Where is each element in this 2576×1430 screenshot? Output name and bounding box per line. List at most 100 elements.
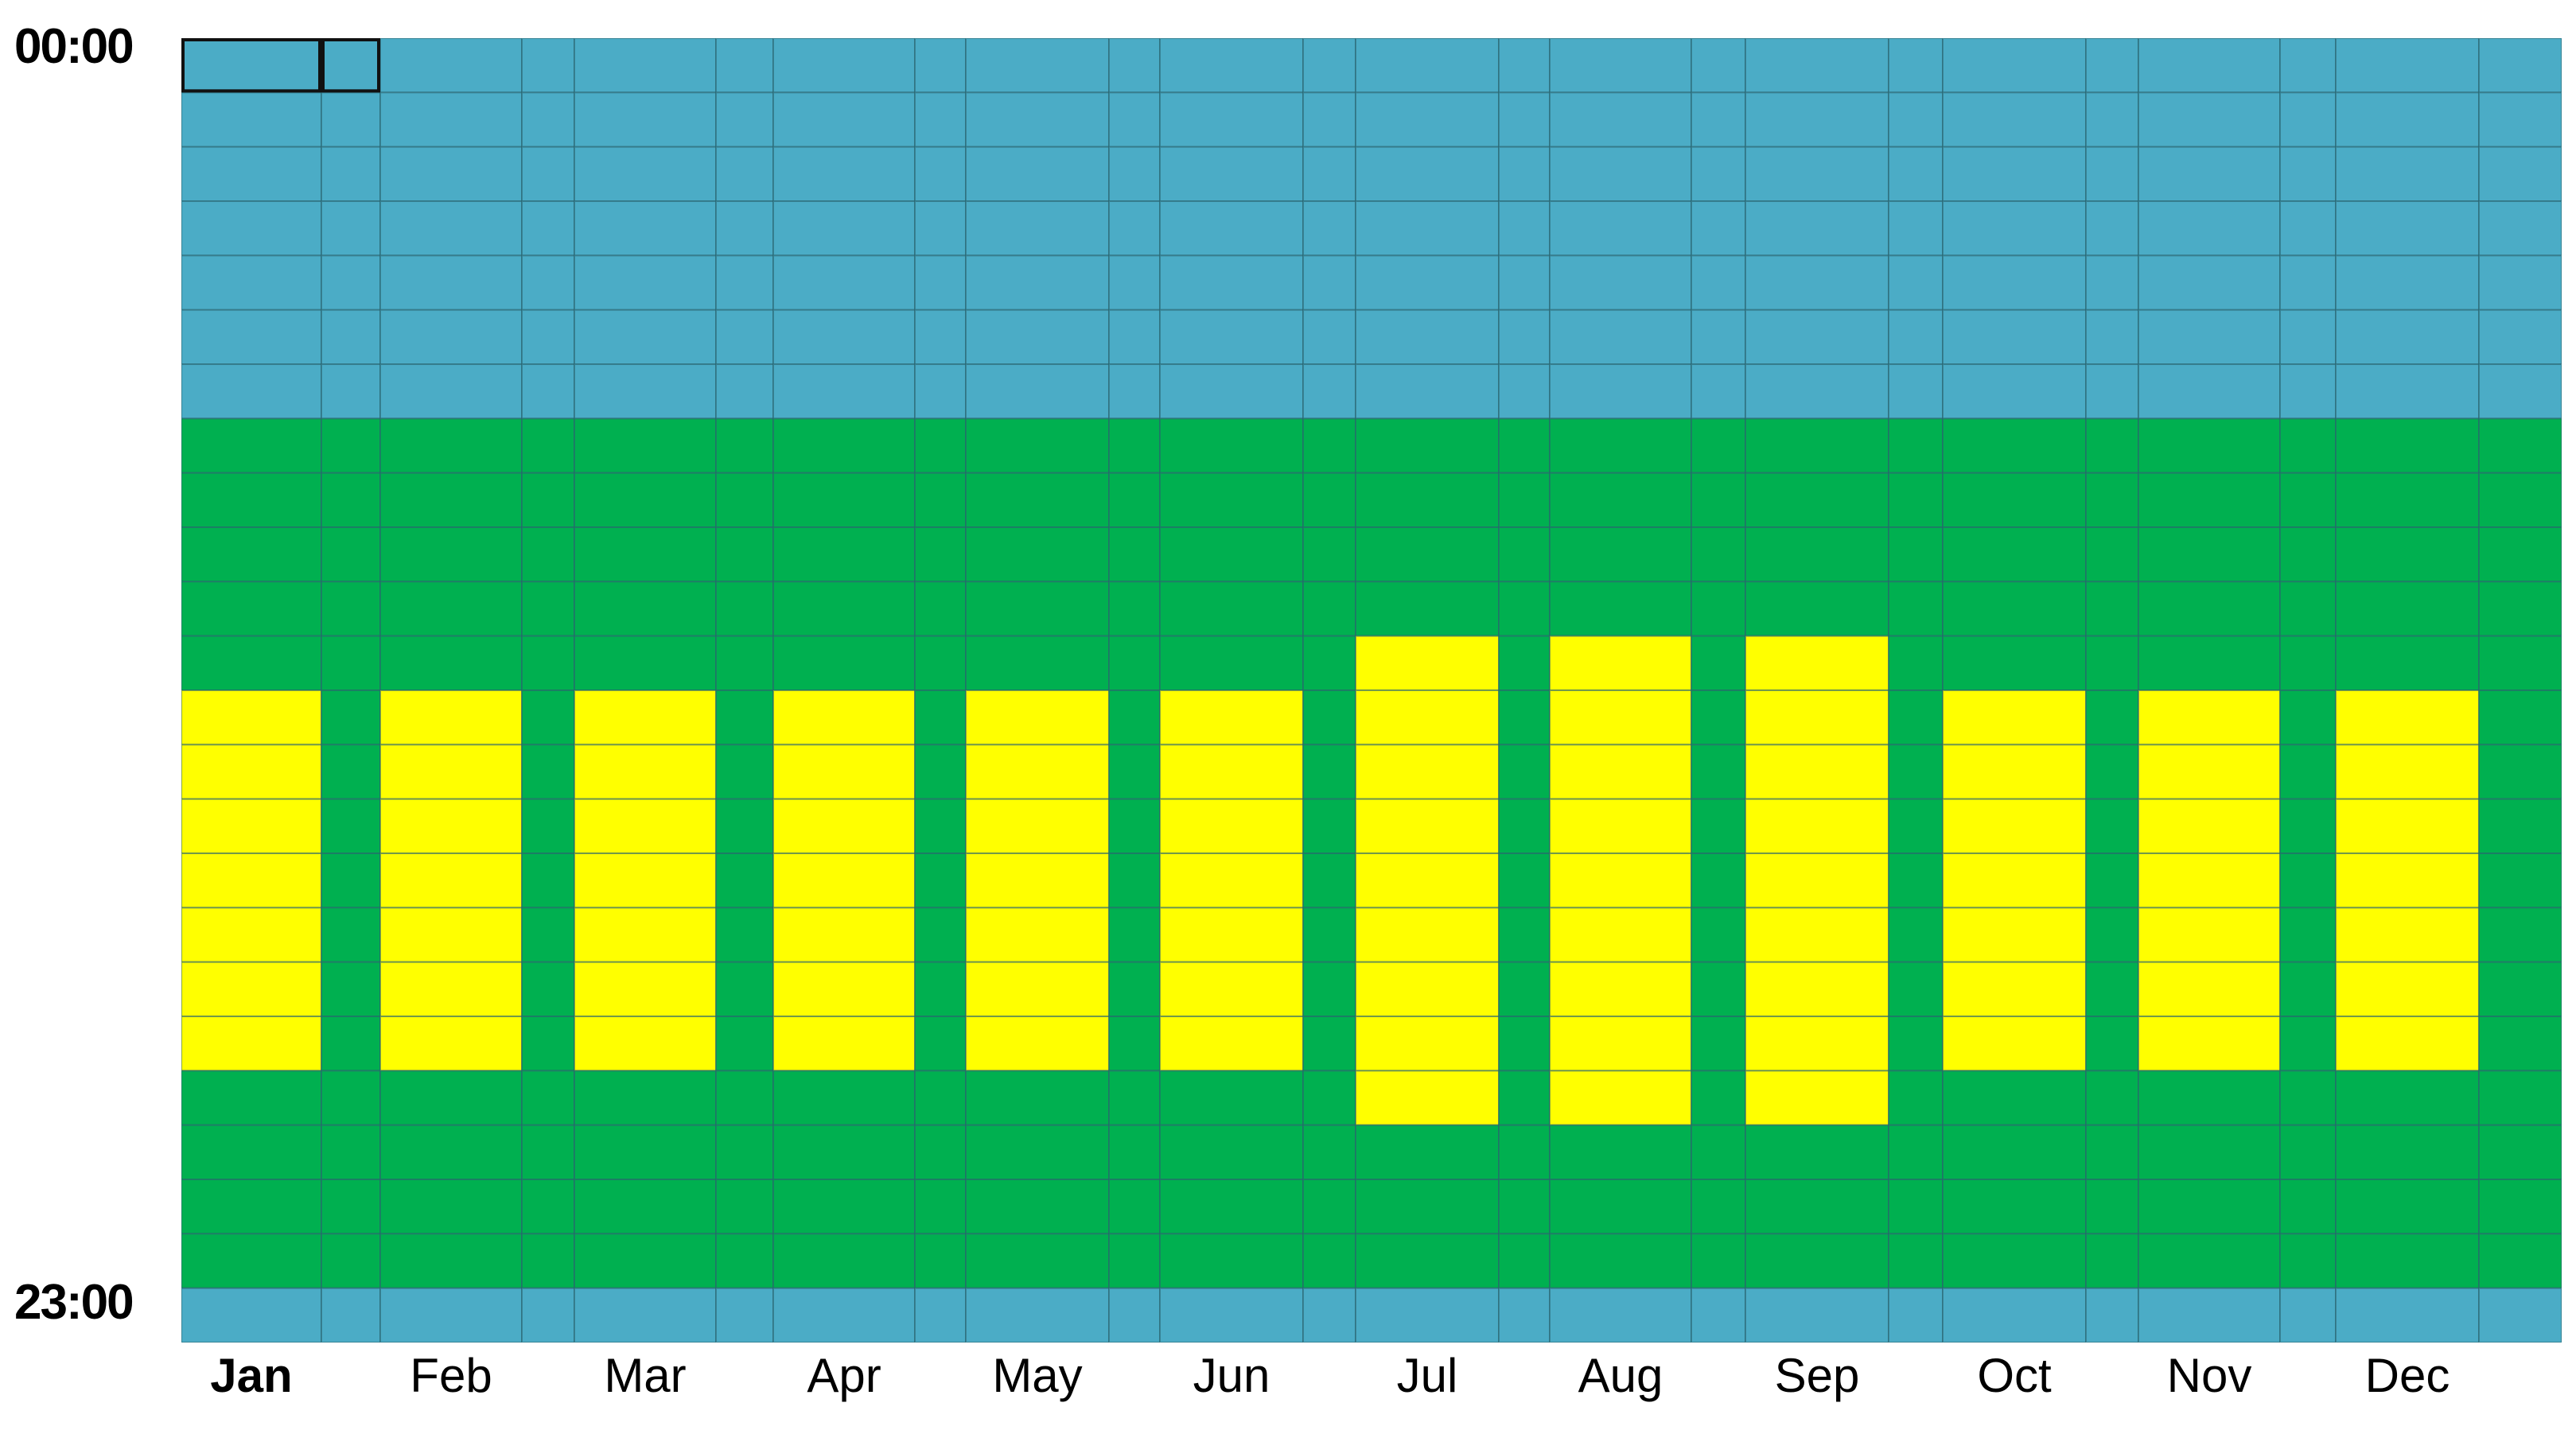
schedule-cell-offpeak[interactable] — [965, 1287, 1110, 1343]
schedule-cell-shoulder[interactable] — [1108, 1070, 1161, 1126]
schedule-cell-peak[interactable] — [2138, 798, 2281, 855]
schedule-cell-shoulder[interactable] — [521, 961, 575, 1017]
schedule-cell-offpeak[interactable] — [1498, 309, 1551, 365]
schedule-cell-offpeak[interactable] — [914, 146, 967, 203]
schedule-cell-peak[interactable] — [772, 1016, 916, 1072]
schedule-cell-shoulder[interactable] — [2085, 1016, 2139, 1072]
schedule-cell-shoulder[interactable] — [1942, 635, 2087, 692]
schedule-cell-offpeak[interactable] — [521, 200, 575, 257]
schedule-cell-peak[interactable] — [2335, 690, 2480, 746]
schedule-cell-shoulder[interactable] — [965, 581, 1110, 637]
schedule-cell-peak[interactable] — [1745, 690, 1889, 746]
schedule-cell-shoulder[interactable] — [321, 581, 381, 637]
schedule-cell-offpeak[interactable] — [1691, 91, 1746, 148]
schedule-cell-shoulder[interactable] — [2085, 798, 2139, 855]
schedule-cell-offpeak[interactable] — [1549, 309, 1692, 365]
schedule-cell-offpeak[interactable] — [914, 309, 967, 365]
schedule-cell-peak[interactable] — [1549, 798, 1692, 855]
schedule-cell-offpeak[interactable] — [321, 363, 381, 420]
schedule-cell-peak[interactable] — [965, 961, 1110, 1017]
schedule-cell-shoulder[interactable] — [2085, 690, 2139, 746]
schedule-cell-offpeak[interactable] — [914, 200, 967, 257]
schedule-cell-shoulder[interactable] — [321, 1179, 381, 1235]
schedule-cell-peak[interactable] — [1745, 744, 1889, 800]
schedule-cell-offpeak[interactable] — [379, 255, 523, 311]
schedule-cell-shoulder[interactable] — [914, 1016, 967, 1072]
schedule-cell-shoulder[interactable] — [2279, 472, 2337, 529]
schedule-cell-peak[interactable] — [1159, 744, 1304, 800]
schedule-cell-shoulder[interactable] — [574, 472, 717, 529]
schedule-cell-peak[interactable] — [1942, 1016, 2087, 1072]
schedule-cell-shoulder[interactable] — [2085, 1233, 2139, 1289]
schedule-cell-peak[interactable] — [1159, 961, 1304, 1017]
schedule-cell-shoulder[interactable] — [715, 853, 774, 909]
schedule-cell-peak[interactable] — [379, 907, 523, 963]
schedule-cell-peak[interactable] — [965, 1016, 1110, 1072]
schedule-cell-offpeak[interactable] — [2138, 309, 2281, 365]
schedule-cell-shoulder[interactable] — [2085, 1179, 2139, 1235]
schedule-cell-shoulder[interactable] — [181, 635, 322, 692]
schedule-cell-offpeak[interactable] — [2138, 1287, 2281, 1343]
schedule-cell-peak[interactable] — [1355, 690, 1500, 746]
schedule-cell-offpeak[interactable] — [521, 363, 575, 420]
schedule-cell-shoulder[interactable] — [715, 1016, 774, 1072]
schedule-cell-shoulder[interactable] — [1355, 1124, 1500, 1180]
schedule-cell-offpeak[interactable] — [1888, 38, 1944, 94]
schedule-cell-shoulder[interactable] — [1108, 635, 1161, 692]
schedule-cell-offpeak[interactable] — [2085, 309, 2139, 365]
schedule-cell-shoulder[interactable] — [379, 1233, 523, 1289]
schedule-cell-offpeak[interactable] — [715, 309, 774, 365]
schedule-cell-offpeak[interactable] — [1942, 255, 2087, 311]
schedule-cell-shoulder[interactable] — [1159, 581, 1304, 637]
schedule-cell-peak[interactable] — [1745, 907, 1889, 963]
schedule-cell-shoulder[interactable] — [1302, 1124, 1356, 1180]
schedule-cell-shoulder[interactable] — [1159, 1124, 1304, 1180]
schedule-cell-offpeak[interactable] — [1159, 363, 1304, 420]
schedule-cell-offpeak[interactable] — [321, 91, 381, 148]
schedule-cell-offpeak[interactable] — [1942, 363, 2087, 420]
schedule-cell-shoulder[interactable] — [772, 1233, 916, 1289]
schedule-cell-shoulder[interactable] — [772, 581, 916, 637]
schedule-cell-shoulder[interactable] — [1302, 418, 1356, 474]
schedule-cell-shoulder[interactable] — [521, 1179, 575, 1235]
schedule-cell-shoulder[interactable] — [914, 744, 967, 800]
schedule-cell-offpeak[interactable] — [1745, 309, 1889, 365]
schedule-cell-shoulder[interactable] — [2478, 1233, 2562, 1289]
schedule-cell-peak[interactable] — [1942, 690, 2087, 746]
schedule-cell-shoulder[interactable] — [772, 1124, 916, 1180]
schedule-cell-shoulder[interactable] — [965, 418, 1110, 474]
schedule-cell-peak[interactable] — [1745, 798, 1889, 855]
schedule-cell-shoulder[interactable] — [1745, 418, 1889, 474]
schedule-cell-offpeak[interactable] — [379, 146, 523, 203]
schedule-cell-shoulder[interactable] — [181, 418, 322, 474]
schedule-cell-offpeak[interactable] — [965, 91, 1110, 148]
schedule-cell-offpeak[interactable] — [2138, 91, 2281, 148]
schedule-cell-offpeak[interactable] — [2138, 38, 2281, 94]
schedule-cell-shoulder[interactable] — [2478, 418, 2562, 474]
schedule-cell-peak[interactable] — [379, 1016, 523, 1072]
schedule-cell-shoulder[interactable] — [2085, 581, 2139, 637]
schedule-cell-shoulder[interactable] — [1888, 744, 1944, 800]
schedule-cell-shoulder[interactable] — [574, 418, 717, 474]
schedule-cell-shoulder[interactable] — [1108, 472, 1161, 529]
schedule-cell-peak[interactable] — [379, 690, 523, 746]
schedule-cell-shoulder[interactable] — [772, 472, 916, 529]
schedule-cell-shoulder[interactable] — [521, 690, 575, 746]
schedule-cell-shoulder[interactable] — [1942, 472, 2087, 529]
schedule-cell-offpeak[interactable] — [2085, 255, 2139, 311]
schedule-cell-shoulder[interactable] — [1942, 527, 2087, 583]
schedule-cell-offpeak[interactable] — [772, 91, 916, 148]
schedule-cell-peak[interactable] — [181, 853, 322, 909]
schedule-cell-shoulder[interactable] — [715, 635, 774, 692]
schedule-cell-shoulder[interactable] — [965, 1233, 1110, 1289]
schedule-cell-shoulder[interactable] — [2279, 635, 2337, 692]
schedule-cell-offpeak[interactable] — [181, 38, 322, 94]
schedule-cell-shoulder[interactable] — [379, 1124, 523, 1180]
schedule-cell-peak[interactable] — [772, 798, 916, 855]
schedule-cell-offpeak[interactable] — [1942, 91, 2087, 148]
schedule-cell-offpeak[interactable] — [1745, 363, 1889, 420]
schedule-cell-shoulder[interactable] — [2335, 635, 2480, 692]
schedule-cell-offpeak[interactable] — [2478, 91, 2562, 148]
schedule-cell-shoulder[interactable] — [2279, 744, 2337, 800]
schedule-cell-shoulder[interactable] — [1498, 1179, 1551, 1235]
